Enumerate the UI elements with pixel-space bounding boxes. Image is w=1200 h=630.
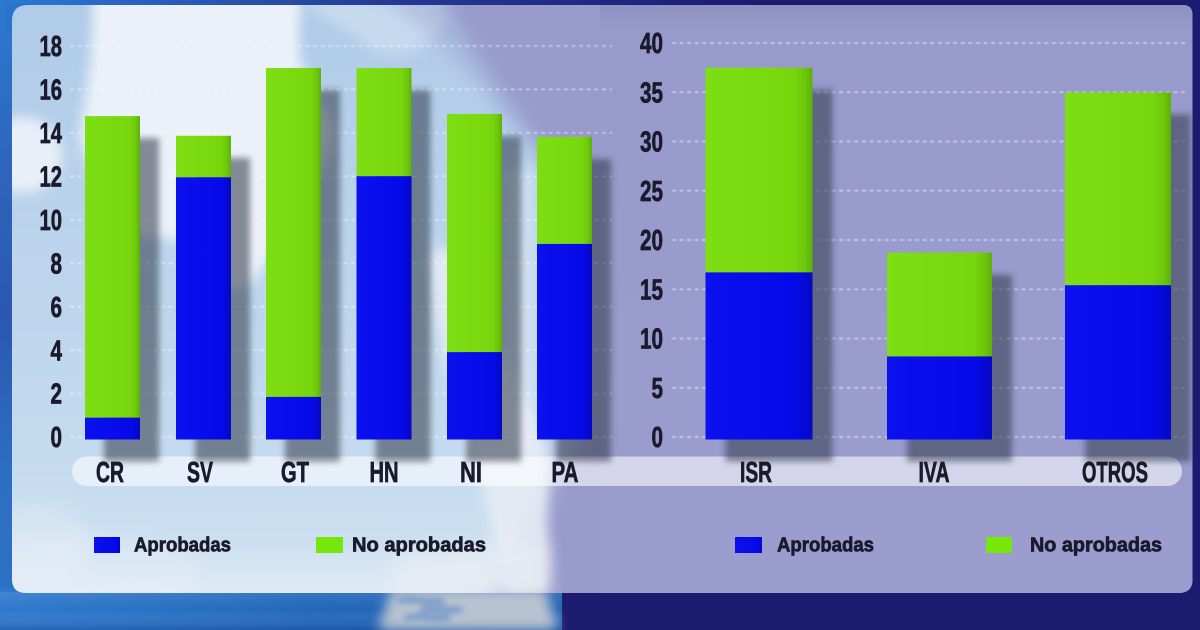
svg-text:PA: PA: [552, 457, 579, 489]
svg-text:OTROS: OTROS: [1082, 457, 1148, 489]
svg-text:8: 8: [51, 248, 63, 280]
svg-text:14: 14: [40, 118, 63, 150]
svg-text:16: 16: [40, 75, 63, 107]
svg-text:15: 15: [640, 274, 663, 306]
svg-text:40: 40: [640, 28, 663, 60]
svg-text:4: 4: [51, 335, 63, 367]
svg-text:10: 10: [640, 324, 663, 356]
svg-text:HN: HN: [370, 457, 399, 489]
svg-text:6: 6: [51, 292, 63, 324]
svg-text:5: 5: [652, 373, 664, 405]
svg-text:20: 20: [640, 225, 663, 257]
svg-text:No aprobadas: No aprobadas: [1030, 534, 1162, 557]
svg-text:0: 0: [51, 422, 63, 454]
svg-text:Aprobadas: Aprobadas: [134, 534, 231, 557]
svg-text:NI: NI: [460, 457, 482, 489]
svg-text:18: 18: [40, 31, 63, 63]
svg-text:35: 35: [640, 77, 663, 109]
svg-text:IVA: IVA: [919, 457, 950, 489]
svg-text:SV: SV: [187, 457, 213, 489]
svg-text:0: 0: [652, 422, 664, 454]
svg-text:25: 25: [640, 176, 663, 208]
svg-text:2: 2: [51, 379, 63, 411]
svg-text:Aprobadas: Aprobadas: [777, 534, 874, 557]
svg-text:30: 30: [640, 127, 663, 159]
svg-text:No aprobadas: No aprobadas: [352, 534, 486, 557]
svg-text:10: 10: [40, 205, 63, 237]
svg-text:ISR: ISR: [740, 457, 772, 489]
svg-text:CR: CR: [96, 457, 124, 489]
svg-text:GT: GT: [281, 457, 309, 489]
svg-text:12: 12: [40, 162, 63, 194]
